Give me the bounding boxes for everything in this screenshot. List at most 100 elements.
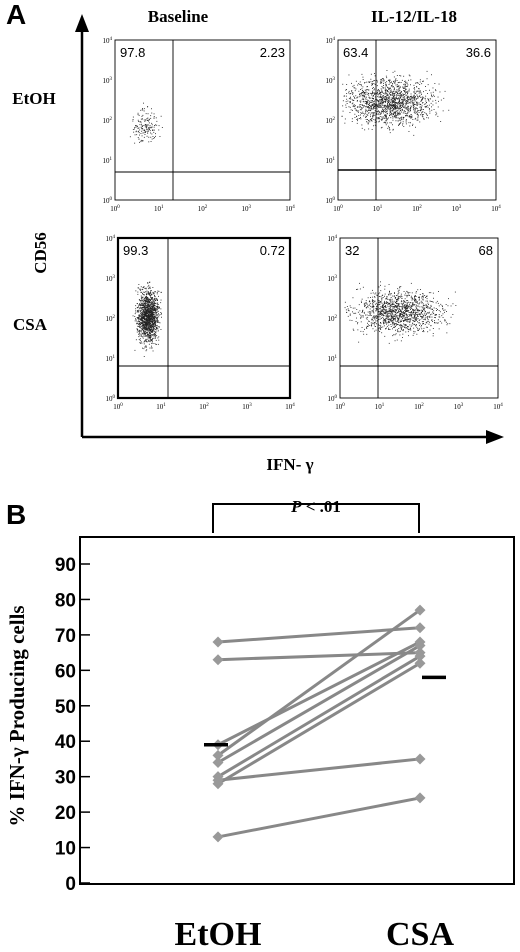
event-dot [137, 119, 139, 121]
event-dot [403, 75, 405, 77]
event-dot [136, 307, 138, 308]
event-dot [402, 87, 404, 89]
event-dot [373, 95, 374, 97]
event-dot [403, 106, 404, 108]
event-dot [366, 106, 368, 108]
event-dot [151, 323, 153, 325]
event-dot [154, 322, 155, 324]
event-dot [378, 118, 380, 119]
event-dot [396, 103, 398, 104]
event-dot [384, 300, 385, 302]
event-dot [362, 76, 364, 78]
event-dot [395, 324, 397, 326]
event-dot [359, 313, 361, 315]
event-dot [406, 308, 407, 309]
event-dot [385, 314, 387, 316]
event-dot [430, 92, 432, 94]
event-dot [379, 311, 381, 313]
event-dot [401, 310, 403, 312]
event-dot [377, 306, 379, 307]
event-dot [152, 130, 154, 131]
event-dot [138, 326, 140, 327]
event-dot [417, 117, 419, 119]
event-dot [143, 311, 145, 313]
event-dot [146, 322, 148, 323]
event-dot [414, 296, 415, 297]
event-dot [416, 113, 418, 115]
event-dot [385, 320, 387, 322]
event-dot [413, 95, 415, 97]
event-dot [417, 318, 419, 320]
event-dot [381, 299, 383, 301]
event-dot [396, 305, 398, 307]
event-dot [425, 300, 427, 302]
event-dot [432, 104, 434, 106]
event-dot [415, 318, 417, 320]
event-dot [389, 114, 391, 116]
event-dot [417, 104, 419, 105]
event-dot [426, 106, 427, 107]
event-dot [396, 75, 398, 76]
event-dot [421, 307, 423, 309]
event-dot [139, 309, 141, 311]
event-dot [379, 107, 381, 108]
event-dot [134, 320, 136, 322]
event-dot [153, 324, 155, 325]
event-dot [429, 98, 431, 100]
event-dot [354, 108, 356, 110]
diamond-marker [414, 650, 426, 662]
event-dot [137, 306, 139, 308]
event-dot [389, 310, 391, 312]
event-dot [402, 317, 403, 319]
event-dot [379, 120, 380, 122]
event-dot [385, 319, 387, 321]
event-dot [384, 319, 386, 321]
event-dot [158, 339, 160, 341]
event-dot [387, 99, 389, 101]
event-dot [135, 131, 137, 133]
event-dot [380, 95, 382, 97]
event-dot [370, 114, 371, 116]
event-dot [368, 81, 370, 83]
event-dot [396, 299, 398, 301]
event-dot [367, 102, 369, 104]
event-dot [365, 108, 367, 110]
event-dot [365, 110, 367, 112]
event-dot [394, 111, 396, 113]
event-dot [399, 75, 401, 76]
event-dot [415, 291, 417, 292]
event-dot [145, 332, 147, 334]
event-dot [384, 93, 386, 95]
event-dot [402, 121, 404, 123]
event-dot [142, 287, 144, 289]
event-dot [151, 302, 152, 304]
event-dot [384, 104, 386, 106]
event-dot [435, 314, 437, 316]
event-dot [397, 120, 399, 122]
event-dot [412, 312, 414, 313]
event-dot [148, 301, 150, 303]
event-dot [391, 100, 393, 101]
event-dot [148, 312, 150, 313]
event-dot [151, 112, 153, 114]
event-dot [415, 108, 416, 110]
event-dot [376, 113, 378, 115]
event-dot [407, 96, 408, 98]
event-dot [134, 316, 136, 317]
event-dot [406, 328, 408, 329]
event-dot [392, 304, 394, 305]
event-dot [351, 103, 353, 105]
event-dot [376, 98, 377, 100]
event-dot [384, 98, 386, 100]
event-dot [423, 307, 425, 309]
event-dot [400, 94, 402, 96]
event-dot [142, 108, 143, 109]
event-dot [146, 125, 147, 127]
event-dot [383, 98, 385, 100]
event-dot [387, 108, 389, 110]
event-dot [394, 305, 396, 307]
event-dot [146, 305, 148, 306]
event-dot [378, 310, 380, 312]
event-dot [421, 93, 422, 95]
event-dot [414, 313, 416, 315]
